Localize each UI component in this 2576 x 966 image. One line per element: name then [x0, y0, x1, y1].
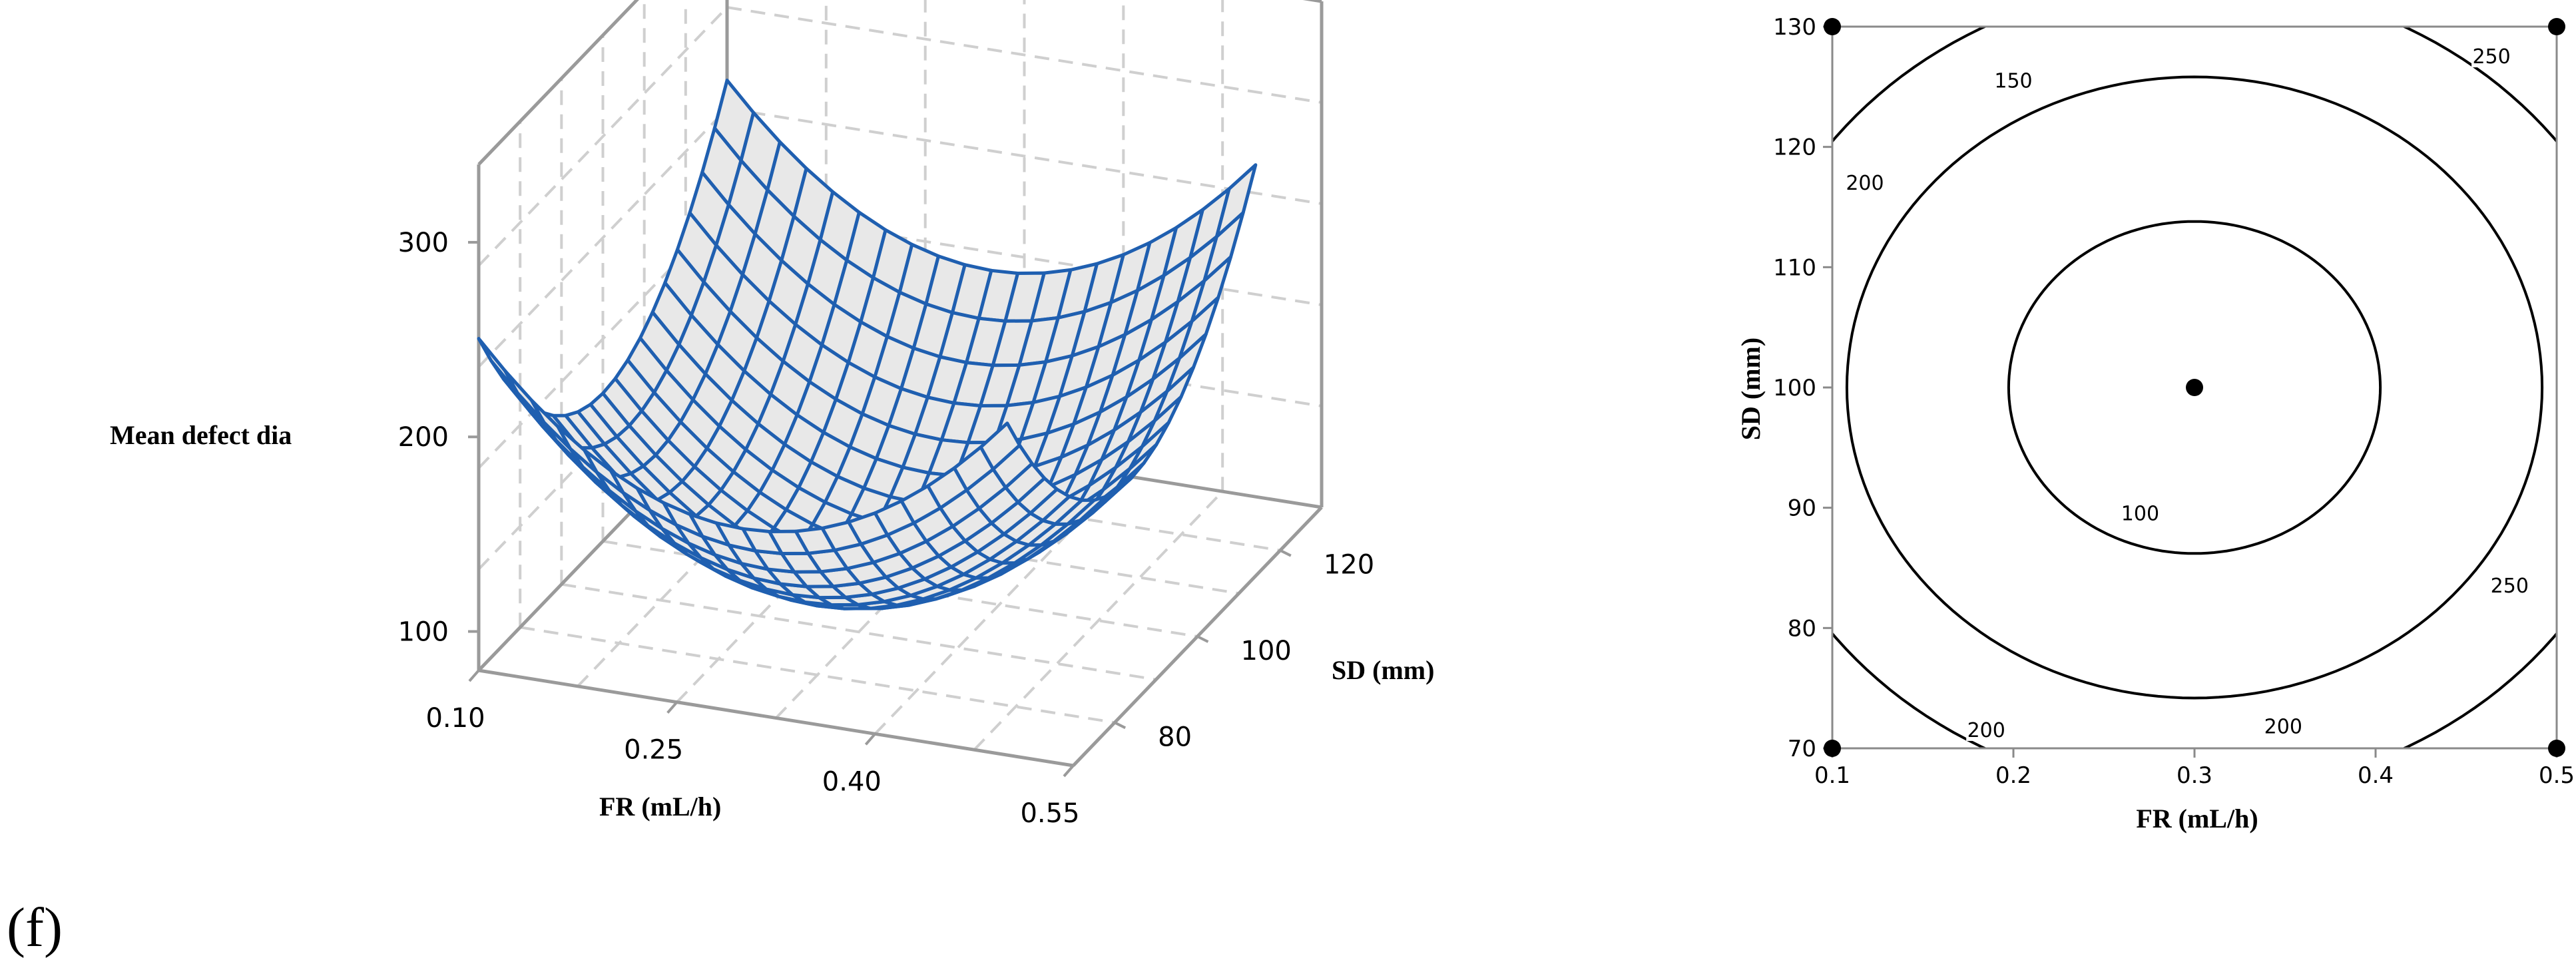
contour-label-bg — [1844, 169, 1885, 194]
surface-x-tick-label: 0.25 — [624, 735, 683, 766]
contour-lines — [1832, 27, 2557, 748]
floor-gridline — [561, 583, 1157, 681]
contour-x-tick-label: 0.5 — [2539, 762, 2575, 789]
contour-label-bg — [2489, 573, 2530, 597]
contour-label-bg — [2471, 43, 2512, 68]
surface-cell — [979, 421, 1021, 471]
contour-level-label: 150 — [1994, 69, 2032, 93]
contour-y-tick-label: 90 — [1788, 495, 1816, 522]
surface-x-axis-label: FR (mL/h) — [599, 792, 721, 822]
contour-y-axis-label: SD (mm) — [1736, 338, 1766, 440]
box-edge — [477, 0, 639, 166]
x-tick-mark — [1063, 764, 1075, 778]
contour-level-label: 250 — [2472, 45, 2510, 69]
contour-y-tick-label: 70 — [1788, 736, 1816, 762]
surface-tick-labels: 0.10 0.25 0.40 0.55 80 100 120 100 200 300 — [398, 228, 1375, 829]
surface-z-axis-label: Mean defect dia — [110, 420, 292, 450]
contour-y-tick-label: 110 — [1773, 254, 1816, 281]
back-wall-gridline — [726, 107, 1322, 205]
contour-axes: 0.1 0.2 0.3 0.4 0.5 70 80 90 100 110 120 130 — [1773, 14, 2575, 789]
surface-x-tick-label: 0.40 — [822, 766, 882, 797]
x-tick-mark — [864, 733, 876, 746]
contour-line-100 — [2007, 220, 2382, 555]
design-point — [1824, 740, 1841, 757]
contour-label-bg — [1966, 716, 2007, 741]
y-tick-mark — [1114, 721, 1127, 730]
contour-x-tick-label: 0.4 — [2358, 762, 2394, 789]
back-wall-gridline — [726, 6, 1322, 104]
contour-y-tick-label: 80 — [1788, 615, 1816, 642]
box-edge — [478, 668, 1074, 768]
design-point — [2548, 740, 2565, 757]
x-tick-mark — [666, 701, 678, 714]
design-point — [2186, 379, 2203, 396]
contour-level-label: 200 — [1967, 719, 2005, 742]
surface-y-tick-label: 100 — [1241, 636, 1292, 666]
contour-line-150 — [1845, 75, 2544, 700]
contour-y-tick-label: 100 — [1773, 375, 1816, 401]
y-tick-mark — [1196, 635, 1209, 643]
y-tick-mark — [1279, 549, 1292, 557]
floor-gridline — [973, 490, 1224, 751]
surface-z-tick-label: 100 — [398, 617, 449, 648]
contour-level-label: 100 — [2121, 503, 2159, 526]
contour-y-tick-label: 120 — [1773, 134, 1816, 161]
surface-y-tick-label: 80 — [1158, 722, 1192, 752]
contour-design-points — [1824, 18, 2565, 757]
design-point — [1824, 18, 1841, 35]
side-wall-gridline — [477, 107, 728, 368]
surface-z-tick-label: 200 — [398, 422, 449, 453]
side-wall-gridline — [477, 6, 728, 267]
contour-level-label: 200 — [2264, 715, 2302, 738]
contour-level-label: 200 — [1846, 172, 1884, 195]
x-tick-mark — [468, 669, 480, 682]
contour-x-tick-label: 0.2 — [1995, 762, 2031, 789]
surface-y-axis-label: SD (mm) — [1332, 655, 1434, 685]
surface-z-tick-label: 300 — [398, 228, 449, 258]
surface-x-tick-label: 0.55 — [1020, 798, 1079, 829]
surface-x-tick-label: 0.10 — [425, 703, 485, 734]
contour-label-bg — [2263, 713, 2304, 738]
surface-y-tick-label: 120 — [1324, 550, 1374, 581]
panel-label: (f) — [7, 897, 63, 959]
contour-x-tick-label: 0.1 — [1814, 762, 1850, 789]
surface-mesh — [477, 79, 1258, 610]
contour-label-bg — [2120, 500, 2161, 525]
contour-line-200 — [1832, 27, 2557, 748]
contour-level-labels: 100 150 200 250 250 200 200 — [1844, 43, 2530, 742]
contour-plot: 0.1 0.2 0.3 0.4 0.5 70 80 90 100 110 120 130 100 150… — [1736, 14, 2575, 834]
contour-label-bg — [1993, 67, 2033, 92]
contour-x-tick-label: 0.3 — [2177, 762, 2212, 789]
design-point — [2548, 18, 2565, 35]
contour-x-axis-label: FR (mL/h) — [2136, 804, 2258, 834]
contour-level-label: 250 — [2491, 575, 2529, 598]
surface-plot: 0.10 0.25 0.40 0.55 80 100 120 100 200 300 Mean d… — [110, 0, 1434, 829]
contour-y-tick-label: 130 — [1773, 14, 1816, 41]
floor-gridline — [519, 626, 1115, 724]
